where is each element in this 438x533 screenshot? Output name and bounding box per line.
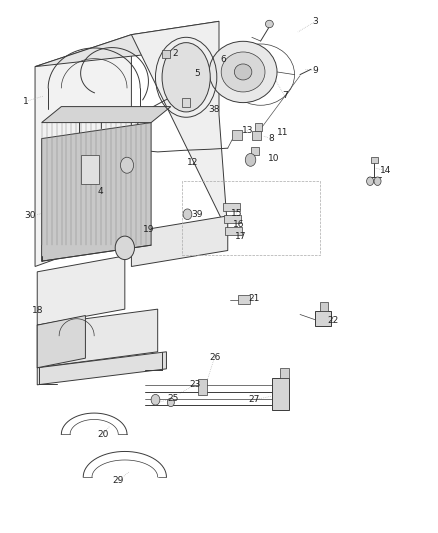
Text: 1: 1 [23, 97, 29, 106]
Bar [251, 147, 259, 155]
Bar [320, 302, 328, 311]
Text: 38: 38 [208, 105, 219, 114]
Bar [182, 98, 190, 107]
Text: 22: 22 [327, 317, 339, 325]
Text: 26: 26 [209, 353, 220, 361]
Text: 30: 30 [24, 212, 35, 220]
Ellipse shape [265, 20, 273, 28]
Bar [252, 131, 261, 140]
Polygon shape [42, 123, 151, 261]
Text: 8: 8 [268, 134, 275, 143]
Text: 29: 29 [113, 477, 124, 485]
Text: 2: 2 [173, 49, 178, 58]
Text: 19: 19 [143, 225, 155, 233]
Circle shape [374, 177, 381, 185]
Text: 25: 25 [167, 394, 179, 403]
Ellipse shape [234, 64, 252, 80]
Polygon shape [35, 21, 219, 67]
Polygon shape [37, 309, 158, 368]
Polygon shape [131, 216, 228, 266]
Polygon shape [280, 368, 289, 378]
Polygon shape [131, 21, 228, 232]
Bar [225, 227, 242, 235]
Text: 13: 13 [242, 126, 253, 135]
Bar [315, 311, 331, 326]
Text: 4: 4 [98, 188, 103, 196]
Ellipse shape [162, 43, 210, 112]
Circle shape [367, 177, 374, 185]
Ellipse shape [221, 52, 265, 92]
Text: 9: 9 [312, 66, 318, 75]
Text: 18: 18 [32, 306, 43, 314]
Circle shape [115, 236, 134, 260]
Circle shape [167, 398, 174, 407]
Bar [255, 123, 262, 131]
Bar [162, 50, 170, 58]
Polygon shape [37, 316, 85, 368]
Ellipse shape [209, 42, 277, 102]
Bar [232, 130, 242, 140]
Bar [371, 157, 378, 163]
Polygon shape [37, 352, 166, 385]
Text: 10: 10 [268, 154, 279, 163]
Text: 3: 3 [312, 17, 318, 26]
Text: 21: 21 [248, 294, 260, 303]
Text: 6: 6 [220, 55, 226, 64]
Text: 5: 5 [194, 69, 200, 78]
Bar [198, 379, 207, 395]
Circle shape [120, 157, 134, 173]
Bar [224, 215, 241, 223]
Text: 23: 23 [189, 381, 201, 389]
Circle shape [183, 209, 192, 220]
Text: 27: 27 [248, 395, 260, 404]
Text: 16: 16 [233, 221, 244, 229]
Text: 12: 12 [187, 158, 198, 167]
Circle shape [151, 394, 160, 405]
Polygon shape [37, 256, 125, 325]
Circle shape [245, 154, 256, 166]
Bar [238, 295, 250, 304]
Text: 14: 14 [380, 166, 391, 175]
Bar [223, 203, 240, 211]
Text: 15: 15 [231, 209, 242, 217]
Polygon shape [35, 35, 131, 266]
Text: 11: 11 [277, 128, 288, 136]
Polygon shape [272, 378, 289, 410]
Text: 7: 7 [282, 92, 288, 100]
Text: 20: 20 [97, 430, 109, 439]
Text: 39: 39 [191, 210, 203, 219]
Bar [81, 155, 99, 184]
Text: 17: 17 [235, 232, 247, 241]
Polygon shape [42, 107, 171, 123]
